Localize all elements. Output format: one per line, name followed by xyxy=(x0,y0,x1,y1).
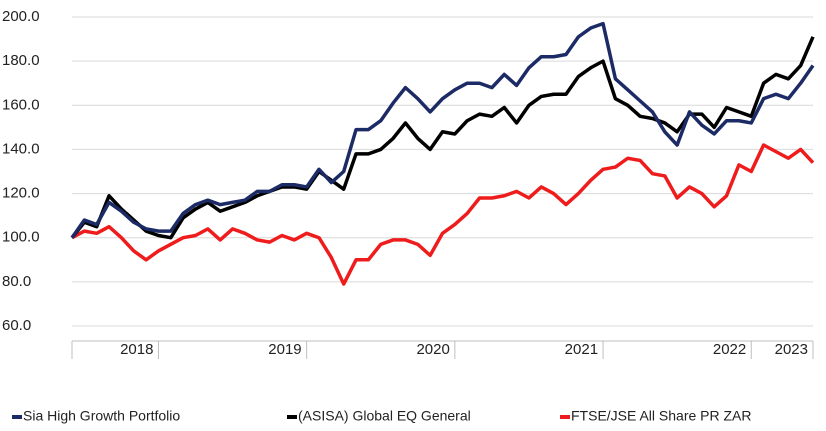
legend-label: FTSE/JSE All Share PR ZAR xyxy=(571,408,752,424)
x-tick-label: 2018 xyxy=(120,341,153,358)
y-tick-label: 180.0 xyxy=(2,52,40,69)
y-tick-label: 200.0 xyxy=(2,8,40,25)
y-tick-label: 80.0 xyxy=(2,273,31,290)
x-tick-label: 2021 xyxy=(565,341,598,358)
x-tick-label: 2023 xyxy=(775,341,808,358)
legend-label: (ASISA) Global EQ General xyxy=(298,408,471,424)
x-tick-label: 2019 xyxy=(268,341,301,358)
y-tick-label: 60.0 xyxy=(2,317,31,334)
series-line xyxy=(70,21,815,239)
y-tick-label: 120.0 xyxy=(2,185,40,202)
series-line xyxy=(70,36,815,240)
legend-label: Sia High Growth Portfolio xyxy=(23,408,180,424)
x-tick-label: 2022 xyxy=(713,341,746,358)
y-tick-label: 160.0 xyxy=(2,96,40,113)
x-tick-label: 2020 xyxy=(416,341,449,358)
y-tick-label: 100.0 xyxy=(2,229,40,246)
series-line xyxy=(71,143,815,286)
y-tick-label: 140.0 xyxy=(2,140,40,157)
